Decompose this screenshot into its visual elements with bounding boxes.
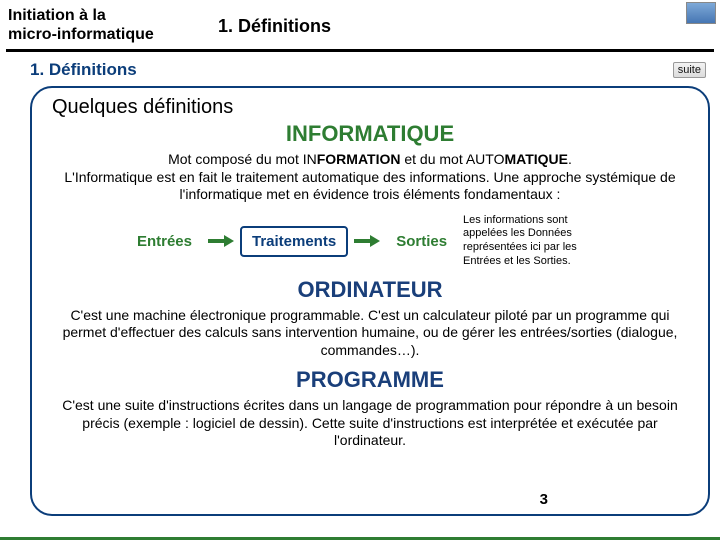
flow-entrees: Entrées (127, 228, 202, 255)
arrow-icon (208, 235, 234, 247)
p1e: . (568, 151, 572, 167)
p1f: L'Informatique est en fait le traitement… (64, 169, 675, 203)
para-ordinateur: C'est une machine électronique programma… (58, 307, 682, 360)
note-l2: appelées les Données (463, 227, 572, 239)
page-number: 3 (540, 491, 548, 508)
header-underline (6, 49, 714, 52)
flow-side-note: Les informations sont appelées les Donné… (463, 214, 613, 269)
p1c: et du mot AUTO (400, 151, 504, 167)
term-programme: PROGRAMME (50, 367, 690, 393)
p1a: Mot composé du mot IN (168, 151, 317, 167)
note-l1: Les informations sont (463, 214, 568, 226)
flow-traitements: Traitements (240, 226, 348, 257)
note-l4: Entrées et les Sorties. (463, 255, 571, 267)
header-left-line2: micro-informatique (8, 25, 200, 44)
p1d: MATIQUE (504, 151, 568, 167)
header-left-title: Initiation à la micro-informatique (0, 0, 200, 52)
sub-heading: Quelques définitions (50, 96, 690, 119)
note-l3: représentées ici par les (463, 241, 577, 253)
arrow-icon (354, 235, 380, 247)
header-chapter-title: 1. Définitions (218, 16, 331, 37)
section-title: 1. Définitions (30, 60, 137, 80)
term-informatique: INFORMATIQUE (50, 121, 690, 147)
content-wrap: Quelques définitions INFORMATIQUE Mot co… (30, 86, 710, 516)
flow-diagram: Entrées Traitements Sorties Les informat… (50, 214, 690, 269)
slide-header: Initiation à la micro-informatique 1. Dé… (0, 0, 720, 52)
header-center: 1. Définitions (200, 0, 720, 52)
header-left-line1: Initiation à la (8, 6, 200, 25)
p1b: FORMATION (317, 151, 401, 167)
content-panel: Quelques définitions INFORMATIQUE Mot co… (30, 86, 710, 516)
para-programme: C'est une suite d'instructions écrites d… (58, 397, 682, 450)
para-informatique: Mot composé du mot INFORMATION et du mot… (58, 151, 682, 204)
logo-icon (686, 2, 716, 24)
section-bar: 1. Définitions suite (0, 52, 720, 84)
term-ordinateur: ORDINATEUR (50, 277, 690, 303)
flow-sorties: Sorties (386, 228, 457, 255)
suite-button[interactable]: suite (673, 62, 706, 78)
